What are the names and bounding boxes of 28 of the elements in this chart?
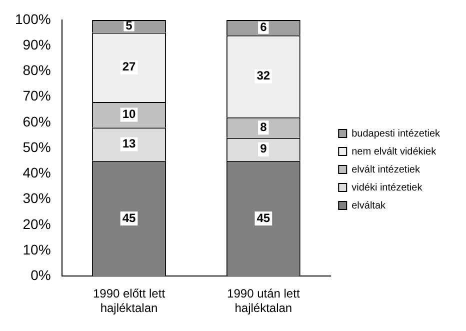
y-tick-label: 70% [22,88,51,104]
data-label: 9 [260,142,268,156]
data-label: 6 [260,20,268,34]
data-label: 27 [122,60,136,74]
y-tick-label: 0% [30,267,51,284]
y-tick-label: 100% [14,10,51,27]
y-tick-label: 20% [22,216,51,232]
x-tick-label: 1990 előtt lett hajléktalan [92,286,166,316]
legend-label: budapesti intézetiek [352,128,441,140]
legend-label: elvált intézetiek [352,164,421,176]
y-tick-label: 90% [22,36,51,52]
data-label: 8 [260,120,268,134]
y-tick-label: 10% [22,241,51,258]
legend-label: vidéki intézetiek [352,182,424,194]
y-tick-label: 60% [22,113,51,130]
data-label: 45 [122,210,136,225]
y-tick-label: 50% [22,138,51,155]
data-label: 32 [256,68,270,83]
data-label: 45 [256,210,270,225]
data-label: 10 [122,107,136,122]
x-tick-label: 1990 után lett hajléktalan [227,286,300,316]
legend-label: nem elvált vidékiek [352,146,438,158]
y-tick-label: 30% [22,190,51,206]
data-label: 13 [122,136,136,151]
data-label: 5 [126,18,133,33]
y-tick-label: 40% [22,164,51,181]
y-tick-label: 80% [22,62,51,78]
legend-label: elváltak [352,200,387,212]
